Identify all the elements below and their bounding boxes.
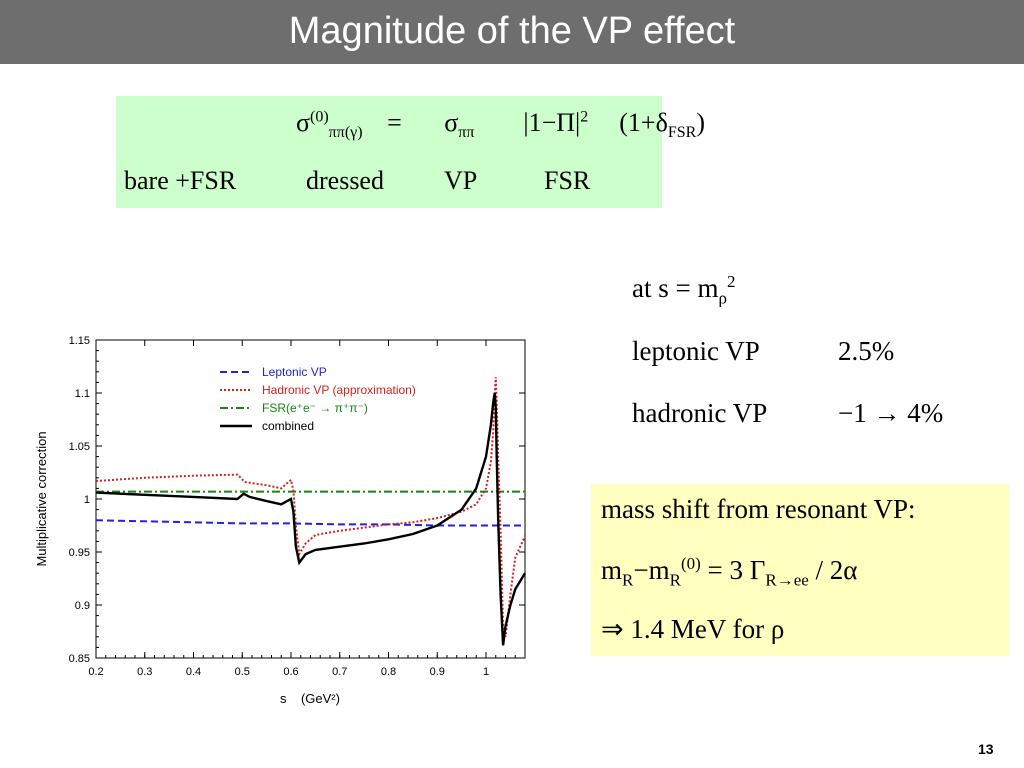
legend-label: FSR(e⁺e⁻ → π⁺π⁻) (262, 401, 368, 415)
y-axis-label: Multiplicative correction (34, 431, 49, 566)
hadronic-label: hadronic VP (632, 398, 768, 428)
label-dressed: dressed (306, 166, 384, 195)
legend-label: combined (262, 419, 314, 433)
series-line-leptonic-vp (95, 519, 525, 527)
label-bare-fsr: bare +FSR (124, 166, 237, 195)
sigma-bare-sup: (0) (310, 108, 329, 126)
m-r0-sup: (0) (680, 554, 701, 573)
x-tick-label: 1 (483, 666, 489, 678)
page-number: 13 (978, 741, 994, 757)
m-r: m (601, 555, 623, 585)
at-rho-line: at s = mρ2 (632, 272, 735, 308)
sigma-dressed: σ (444, 108, 459, 137)
m-r0-sub: R (669, 570, 681, 590)
sigma-bare-sub: ππ(γ) (328, 124, 363, 142)
label-fsr: FSR (544, 166, 591, 195)
hadronic-row: hadronic VP −1 → 4% (632, 398, 943, 429)
two-alpha: / 2α (808, 555, 858, 585)
y-tick-label: 0.95 (69, 547, 90, 559)
y-tick-label: 1 (84, 494, 90, 506)
fsr-factor-open: (1+δ (619, 108, 668, 137)
equals-sign: = (387, 108, 402, 137)
series-line-combined (95, 392, 527, 646)
x-tick-label: 0.5 (235, 666, 250, 678)
vp-factor: |1−Π| (523, 108, 581, 137)
hadronic-value: −1 → 4% (838, 398, 944, 428)
x-tick-label: 0.9 (430, 666, 445, 678)
label-vp: VP (444, 166, 478, 195)
x-tick-label: 0.3 (137, 666, 152, 678)
x-tick-label: 0.8 (381, 666, 396, 678)
title-bar (0, 0, 1024, 64)
x-axis-label: s (GeV²) (280, 691, 340, 706)
mass-shift-result: ⇒ 1.4 MeV for ρ (601, 614, 785, 644)
y-tick-label: 1.1 (75, 388, 90, 400)
y-tick-label: 0.9 (75, 600, 90, 612)
x-tick-label: 0.6 (283, 666, 298, 678)
correction-chart: 0.2 0.3 0.4 0.5 0.6 0.7 0.8 0.9 1 0.85 0.9 0.95 1 1.0… (34, 335, 527, 706)
fsr-factor-close: ) (696, 108, 705, 137)
leptonic-row: leptonic VP 2.5% (632, 336, 894, 367)
sigma-bare: σ (296, 108, 311, 137)
y-tick-label: 1.05 (69, 441, 90, 453)
vp-factor-sup: 2 (580, 108, 589, 126)
leptonic-label: leptonic VP (632, 336, 760, 366)
y-tick-label: 0.85 (69, 653, 90, 665)
mass-shift-box: mass shift from resonant VP: mR−mR(0) = … (591, 484, 1009, 656)
at-rho-sub: ρ (718, 288, 727, 308)
slide-title: Magnitude of the VP effect (288, 10, 736, 52)
m-r-sub: R (622, 570, 634, 590)
legend-label: Leptonic VP (262, 365, 327, 379)
x-tick-label: 0.7 (332, 666, 347, 678)
mass-shift-heading: mass shift from resonant VP: (601, 494, 916, 524)
leptonic-value: 2.5% (838, 336, 895, 366)
formula-labels: bare +FSR dressed VP FSR (124, 166, 590, 196)
series-line-hadronic-vp-approximation (95, 377, 526, 638)
formula-box: σ(0)ππ(γ) = σππ |1−Π|2 (1+δFSR) bare +FS… (116, 96, 705, 208)
mass-shift-formula: mR−mR(0) = 3 ΓR→ee / 2α (601, 554, 857, 590)
x-tick-label: 0.2 (88, 666, 103, 678)
gamma-sub: R→ee (765, 570, 809, 590)
y-tick-label: 1.15 (69, 335, 90, 347)
sigma-dressed-sub: ππ (458, 124, 475, 142)
fsr-factor-sub: FSR (667, 124, 697, 142)
at-rho-text: at s = m (632, 273, 719, 303)
gamma-term: = 3 Γ (700, 555, 766, 585)
cross-section-formula: σ(0)ππ(γ) = σππ |1−Π|2 (1+δFSR) (296, 108, 705, 142)
at-rho-sup: 2 (726, 272, 736, 291)
legend-label: Hadronic VP (approximation) (262, 383, 416, 397)
minus-m-r: −m (633, 555, 670, 585)
x-tick-label: 0.4 (186, 666, 201, 678)
